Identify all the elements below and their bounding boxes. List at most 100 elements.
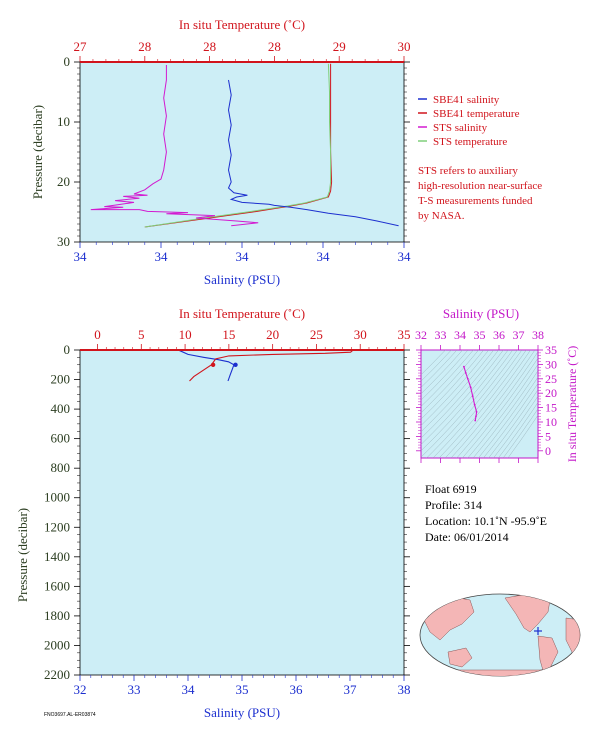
ts-density-contour [421,350,504,445]
top-salinity-tick-label: 34 [398,249,412,264]
bottom-salinity-tick-label: 35 [236,682,249,697]
ts-temperature-axis-title: In situ Temperature (˚C) [565,346,579,463]
ts-salinity-tick-label: 36 [493,328,505,342]
top-temperature-tick-label: 30 [398,39,411,54]
top-axes-group: 27 28 28 28 29 30 34 34 34 34 34 0 10 20 30 [57,39,411,264]
map-antarctica [429,669,571,676]
bottom-salinity-tick-label: 32 [74,682,87,697]
ts-salinity-tick-label: 32 [415,328,427,342]
ts-plot-area [420,349,539,459]
bottom-pressure-tick-label: 1800 [44,608,70,623]
map-australia [447,647,473,668]
ts-density-contour [421,350,489,426]
ts-point [475,411,478,413]
ts-temperature-tick-label: 25 [545,372,557,386]
bottom-temperature-tick-label: 5 [138,327,145,342]
float-info: Float 6919 Profile: 314 Location: 10.1˚N… [425,481,547,545]
ts-point [464,372,467,374]
legend-label-sts-salinity: STS salinity [433,122,488,134]
legend-item-sts-temperature: STS temperature [418,136,507,148]
bottom-salinity-tick-label: 38 [398,682,411,697]
ts-point [475,415,477,418]
ts-salinity-tick-label: 37 [513,328,525,342]
ts-salinity-tick-label: 33 [435,328,447,342]
bottom-plot-area [79,349,405,676]
bottom-series-sbe41-salinity [177,349,235,382]
bottom-pressure-tick-label: 200 [51,372,71,387]
legend-item-sts-salinity: STS salinity [418,122,488,134]
ts-temperature-tick-label: 30 [545,357,557,371]
world-map [419,593,581,677]
bottom-pressure-tick-label: 1600 [44,578,70,593]
bottom-pressure-axis-title: Pressure (decibar) [15,508,30,602]
ts-temperature-tick-label: 15 [545,401,557,415]
ts-density-contour [421,350,494,432]
top-pressure-tick-label: 30 [57,234,70,249]
legend-label-sts-temperature: STS temperature [433,136,507,148]
legend-label-sbe41-salinity: SBE41 salinity [433,94,500,106]
top-temperature-tick-label: 28 [268,39,281,54]
ts-temperature-tick-label: 35 [545,343,557,357]
bottom-temperature-tick-label: 15 [222,327,235,342]
ts-point [463,365,465,368]
top-salinity-tick-label: 34 [155,249,169,264]
bottom-pressure-tick-label: 2200 [44,667,70,682]
bottom-pressure-tick-label: 1400 [44,549,70,564]
top-salinity-tick-label: 34 [236,249,250,264]
map-float-location-marker [534,627,542,635]
ts-density-contour [421,350,446,375]
ts-density-contour [421,350,463,394]
bottom-axes-group: 0 5 10 15 20 25 30 35 32 33 34 35 36 37 38 0 200 400 600 80… [44,327,411,697]
bottom-salinity-tick-label: 36 [290,682,304,697]
bottom-pressure-tick-label: 1200 [44,519,70,534]
ts-density-contour [421,350,484,420]
bottom-temperature-axis-title: In situ Temperature (˚C) [179,306,305,321]
bottom-temperature-tick-label: 35 [398,327,411,342]
ts-density-contour [472,370,538,458]
ts-series-group [463,365,478,422]
bottom-temperature-tick-label: 0 [94,327,101,342]
ts-density-contour [421,350,452,382]
ts-density-contour [456,351,538,458]
top-salinity-axis-title: Salinity (PSU) [204,272,280,287]
sts-note: STS refers to auxiliary high-resolution … [418,165,542,222]
legend-item-sbe41-salinity: SBE41 salinity [418,94,500,106]
ts-density-contour [507,414,538,458]
ts-density-contour [426,350,518,458]
top-temperature-axis-title: In situ Temperature (˚C) [179,17,305,32]
ts-density-contour [432,350,523,458]
profile-number: Profile: 314 [425,498,482,512]
ts-temperature-tick-label: 0 [545,444,551,458]
top-series-sbe41-temperature [144,63,333,228]
ts-density-contour [421,350,458,388]
top-pressure-tick-label: 20 [57,174,70,189]
ts-density-contour [493,395,538,458]
bottom-series-group [177,349,354,382]
bottom-pressure-tick-label: 800 [51,460,71,475]
legend-item-sbe41-temperature: SBE41 temperature [418,108,520,120]
top-series-sts-salinity [90,65,259,227]
ts-temperature-tick-label: 5 [545,429,551,443]
top-pressure-axis-title: Pressure (decibar) [30,105,45,199]
top-salinity-tick-label: 34 [317,249,331,264]
ts-density-contour [498,402,538,458]
ts-salinity-tick-label: 34 [454,328,466,342]
ts-density-contour [462,357,538,458]
bottom-series-sbe41-temperature [189,349,354,382]
bottom-temperature-tick-label: 30 [354,327,367,342]
bottom-marker-temperature [210,362,216,367]
ts-density-contour [444,350,531,458]
profile-date: Date: 06/01/2014 [425,530,509,544]
ts-point [471,395,474,397]
ts-density-contour [483,383,538,458]
footer-code: FNO3697.AL-ER03874 [44,712,96,718]
ts-density-contour [450,350,536,458]
bottom-salinity-tick-label: 34 [182,682,196,697]
sts-note-line-2: high-resolution near-surface [418,180,542,192]
sts-note-line-4: by NASA. [418,210,465,222]
ts-point [466,377,469,380]
top-series-sbe41-salinity [227,79,399,227]
ts-point [474,419,477,422]
ts-salinity-tick-label: 38 [532,328,544,342]
